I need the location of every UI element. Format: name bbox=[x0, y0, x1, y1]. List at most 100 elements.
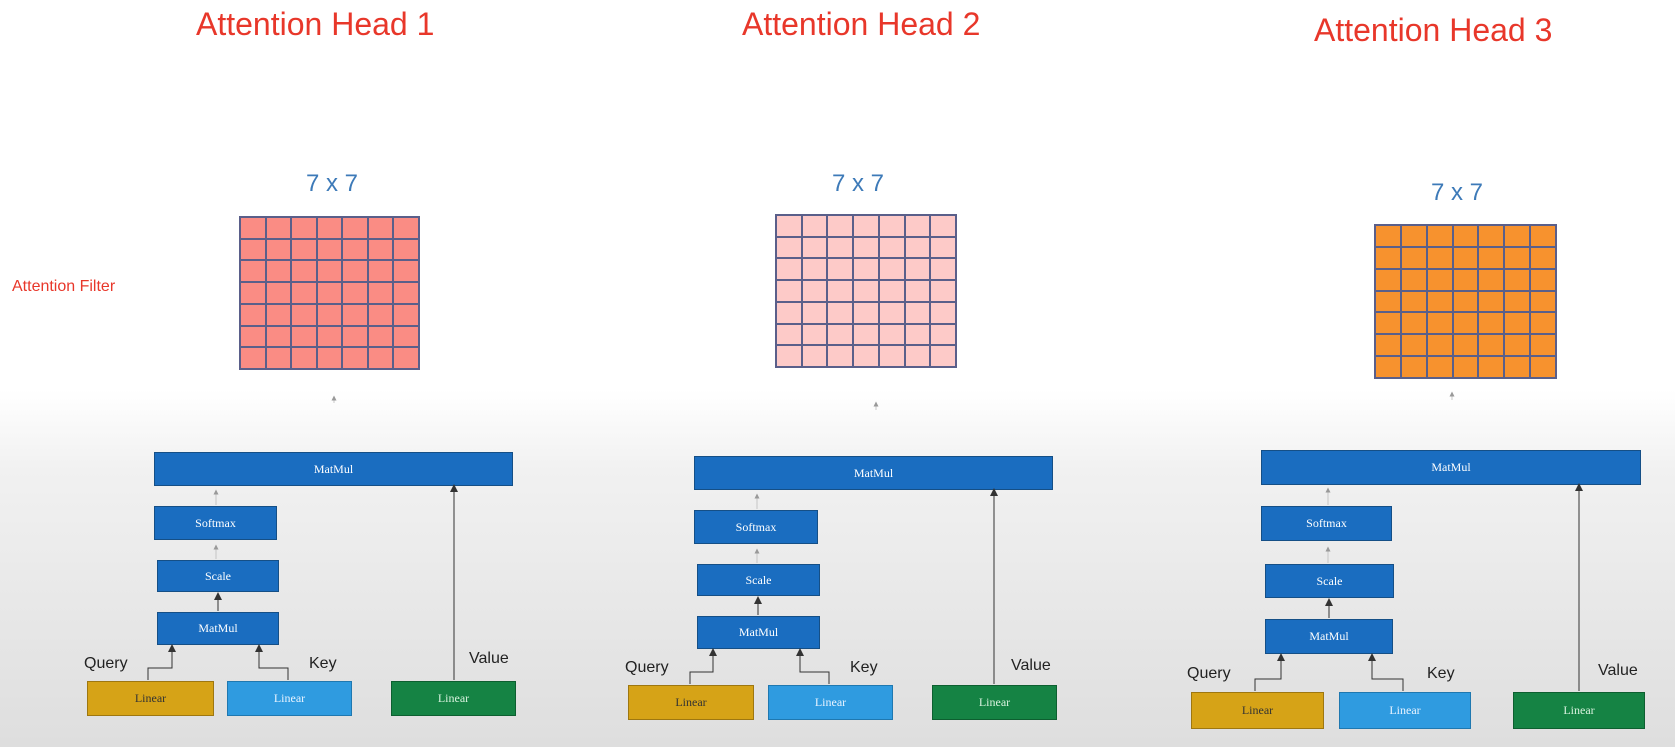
linear-value-box: Linear bbox=[1513, 692, 1645, 729]
matrix-cell bbox=[316, 260, 343, 283]
matrix-cell bbox=[853, 236, 879, 259]
matrix-cell bbox=[316, 303, 343, 326]
matrix-cell bbox=[393, 347, 419, 369]
matrix-dimension-label: 7 x 7 bbox=[306, 170, 359, 197]
matrix-cell bbox=[342, 217, 368, 239]
matrix-cell bbox=[1478, 290, 1505, 313]
matrix-cell bbox=[801, 258, 828, 281]
matrix-cell bbox=[776, 323, 802, 346]
matrix-cell bbox=[853, 301, 879, 324]
matrix-cell bbox=[853, 258, 879, 281]
matrix-cell bbox=[240, 260, 266, 283]
matrix-cell bbox=[316, 217, 343, 239]
matrix-cell bbox=[853, 280, 879, 302]
matrix-cell bbox=[776, 301, 802, 324]
matrix-cell bbox=[827, 280, 854, 302]
matrix-cell bbox=[930, 258, 956, 281]
matrix-cell bbox=[1452, 268, 1479, 291]
matrix-cell bbox=[1504, 334, 1531, 357]
key-label: Key bbox=[309, 655, 337, 672]
matmul-qk-box: MatMul bbox=[697, 616, 820, 649]
matrix-cell bbox=[1530, 246, 1556, 269]
matrix-cell bbox=[1400, 356, 1427, 378]
matmul-qk-box: MatMul bbox=[1265, 619, 1393, 654]
matrix-cell bbox=[265, 260, 292, 283]
matrix-cell bbox=[291, 303, 317, 326]
matrix-cell bbox=[827, 301, 854, 324]
matrix-cell bbox=[316, 238, 343, 261]
matrix-cell bbox=[904, 323, 931, 346]
matrix-cell bbox=[1375, 290, 1401, 313]
attention-matrix-grid bbox=[775, 214, 957, 368]
matrix-cell bbox=[316, 282, 343, 304]
matrix-cell bbox=[367, 347, 394, 369]
linear-query-box: Linear bbox=[1191, 692, 1324, 729]
matrix-cell bbox=[776, 345, 802, 367]
matrix-cell bbox=[1478, 334, 1505, 357]
matrix-cell bbox=[827, 323, 854, 346]
matrix-cell bbox=[1400, 312, 1427, 335]
linear-key-box: Linear bbox=[1339, 692, 1471, 729]
matrix-cell bbox=[1452, 356, 1479, 378]
matrix-cell bbox=[1530, 290, 1556, 313]
matrix-cell bbox=[240, 238, 266, 261]
matrix-cell bbox=[1452, 246, 1479, 269]
matrix-cell bbox=[1426, 225, 1453, 247]
matrix-cell bbox=[878, 215, 905, 237]
matrix-cell bbox=[853, 345, 879, 367]
matrix-cell bbox=[316, 325, 343, 348]
matrix-cell bbox=[240, 303, 266, 326]
matrix-cell bbox=[240, 282, 266, 304]
matrix-cell bbox=[776, 215, 802, 237]
matrix-cell bbox=[801, 301, 828, 324]
matrix-cell bbox=[393, 238, 419, 261]
matrix-cell bbox=[342, 282, 368, 304]
matrix-cell bbox=[776, 280, 802, 302]
matmul-output-box: MatMul bbox=[154, 452, 513, 486]
matrix-cell bbox=[1478, 225, 1505, 247]
matrix-cell bbox=[1400, 290, 1427, 313]
attention-filter-label: Attention Filter bbox=[12, 278, 116, 295]
matrix-cell bbox=[1400, 268, 1427, 291]
matrix-cell bbox=[1504, 312, 1531, 335]
matrix-cell bbox=[265, 347, 292, 369]
matrix-cell bbox=[904, 236, 931, 259]
matrix-cell bbox=[776, 258, 802, 281]
matrix-cell bbox=[240, 347, 266, 369]
matrix-cell bbox=[1504, 290, 1531, 313]
matrix-cell bbox=[801, 323, 828, 346]
matrix-cell bbox=[904, 215, 931, 237]
matrix-cell bbox=[1530, 312, 1556, 335]
matrix-cell bbox=[1426, 268, 1453, 291]
value-label: Value bbox=[1011, 657, 1051, 674]
matrix-cell bbox=[930, 215, 956, 237]
matrix-cell bbox=[904, 258, 931, 281]
matrix-cell bbox=[930, 301, 956, 324]
matrix-cell bbox=[291, 325, 317, 348]
matrix-cell bbox=[827, 258, 854, 281]
matrix-cell bbox=[291, 217, 317, 239]
matrix-cell bbox=[1400, 225, 1427, 247]
matrix-cell bbox=[1426, 334, 1453, 357]
matrix-cell bbox=[393, 282, 419, 304]
matrix-cell bbox=[1504, 356, 1531, 378]
matrix-cell bbox=[878, 280, 905, 302]
matrix-cell bbox=[827, 236, 854, 259]
matrix-cell bbox=[342, 238, 368, 261]
matrix-cell bbox=[1452, 312, 1479, 335]
matrix-cell bbox=[1452, 225, 1479, 247]
head-title: Attention Head 2 bbox=[742, 6, 981, 42]
matrix-cell bbox=[1400, 334, 1427, 357]
matrix-cell bbox=[393, 303, 419, 326]
matrix-cell bbox=[1375, 312, 1401, 335]
matrix-cell bbox=[801, 280, 828, 302]
matrix-cell bbox=[367, 260, 394, 283]
matrix-cell bbox=[930, 280, 956, 302]
query-label: Query bbox=[1187, 665, 1231, 682]
matrix-cell bbox=[1478, 312, 1505, 335]
matrix-dimension-label: 7 x 7 bbox=[832, 170, 885, 197]
matrix-cell bbox=[316, 347, 343, 369]
matrix-cell bbox=[878, 345, 905, 367]
matrix-cell bbox=[827, 215, 854, 237]
matmul-output-box: MatMul bbox=[1261, 450, 1641, 485]
